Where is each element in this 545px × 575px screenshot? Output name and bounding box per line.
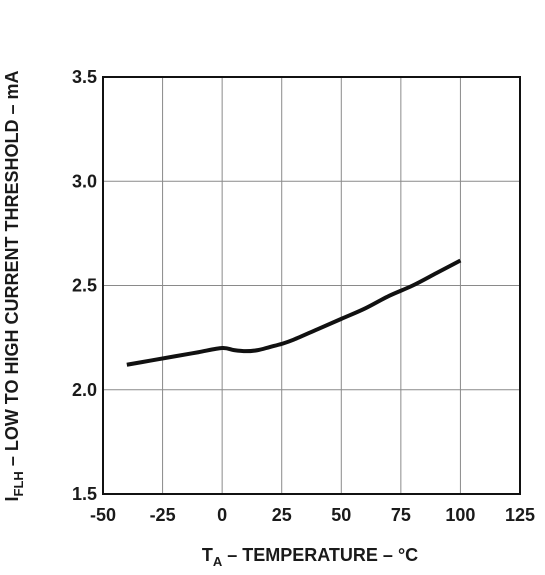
y-axis-label: IFLH – LOW TO HIGH CURRENT THRESHOLD – m…: [2, 71, 26, 502]
y-tick-label: 3.5: [72, 67, 97, 87]
x-tick-labels: -50 -25 0 25 50 75 100 125: [90, 505, 535, 525]
x-tick-label: 125: [505, 505, 535, 525]
x-tick-label: 50: [331, 505, 351, 525]
y-tick-label: 3.0: [72, 171, 97, 191]
y-tick-labels: 1.5 2.0 2.5 3.0 3.5: [72, 67, 97, 504]
x-tick-label: -50: [90, 505, 116, 525]
y-tick-label: 1.5: [72, 484, 97, 504]
x-tick-label: 0: [217, 505, 227, 525]
plot-frame: [102, 76, 521, 495]
y-tick-label: 2.5: [72, 276, 97, 296]
x-tick-label: 25: [272, 505, 292, 525]
grid: [103, 77, 520, 494]
x-tick-label: -25: [150, 505, 176, 525]
threshold-curve: [126, 258, 462, 367]
x-tick-label: 75: [391, 505, 411, 525]
series-layer: [126, 258, 462, 367]
x-axis-label: TA – TEMPERATURE – °C: [202, 545, 418, 569]
y-tick-label: 2.0: [72, 380, 97, 400]
x-tick-label: 100: [445, 505, 475, 525]
plot-border: [102, 76, 521, 495]
